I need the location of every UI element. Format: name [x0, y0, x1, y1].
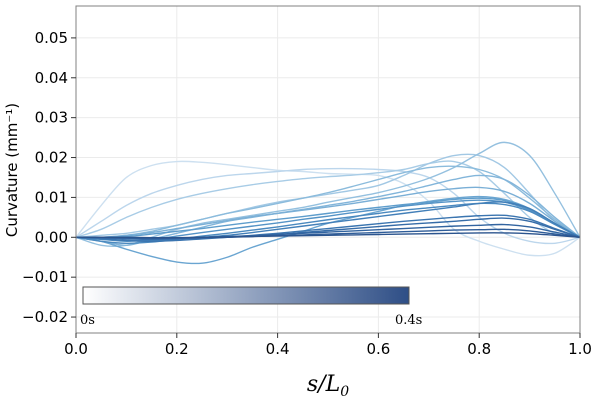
series-line-5 [75, 141, 581, 247]
series-line-14 [75, 214, 581, 242]
axis-ticks: 0.0 0.2 0.4 0.6 0.8 1.0 −0.02 −0.01 0.00 0.01 0.02… [22, 29, 592, 358]
y-tick-label: −0.01 [22, 268, 68, 286]
x-tick-label: 0.6 [366, 340, 390, 358]
plot-frame [75, 5, 581, 334]
x-tick-label: 0.4 [266, 340, 290, 358]
colorbar-start-label: 0s [80, 313, 95, 328]
series-line-10 [75, 197, 581, 239]
x-tick-label: 0.0 [64, 340, 88, 358]
y-tick-label: 0.00 [35, 228, 68, 246]
colorbar: 0s 0.4s [80, 286, 422, 328]
x-axis-label-subscript: 0 [340, 384, 349, 400]
x-tick-label: 0.8 [467, 340, 491, 358]
x-tick-label: 1.0 [568, 340, 592, 358]
series-lines [75, 141, 581, 265]
colorbar-end-label: 0.4s [395, 313, 422, 328]
series-line-4 [75, 153, 581, 238]
y-tick-label: 0.03 [35, 109, 68, 127]
x-axis-label-main: s/L [307, 372, 340, 397]
series-line-13 [75, 201, 581, 242]
y-tick-label: 0.04 [35, 69, 68, 87]
x-tick-label: 0.2 [165, 340, 189, 358]
series-line-15 [75, 217, 581, 240]
series-line-1 [75, 160, 581, 257]
series-line-6 [75, 165, 581, 239]
y-axis-label: Curvature (mm⁻¹) [3, 103, 21, 237]
series-line-3 [75, 160, 581, 238]
series-line-8 [75, 186, 581, 239]
colorbar-gradient [82, 286, 410, 305]
x-axis-label: s/L0 [307, 372, 349, 400]
y-tick-label: 0.02 [35, 149, 68, 167]
y-tick-label: −0.02 [22, 308, 68, 326]
y-tick-label: 0.05 [35, 29, 68, 47]
series-line-18 [76, 232, 581, 239]
y-tick-label: 0.01 [35, 188, 68, 206]
